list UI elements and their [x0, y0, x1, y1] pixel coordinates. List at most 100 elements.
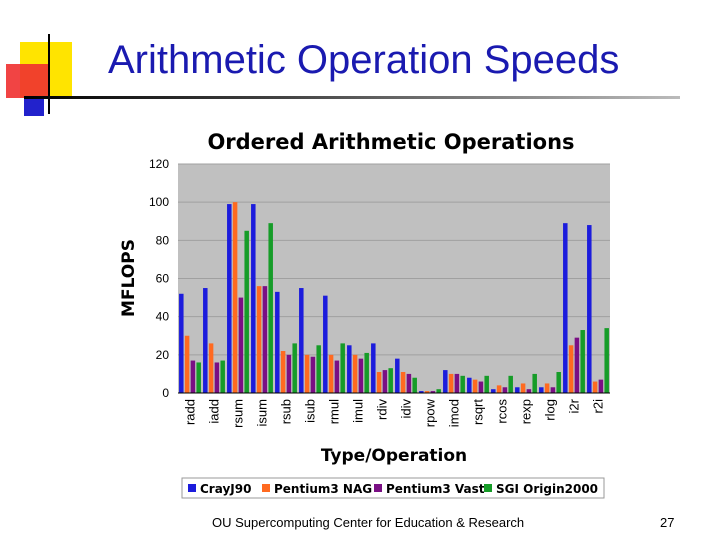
bar-rpow-1 — [424, 391, 430, 393]
bar-r2i-0 — [587, 225, 592, 393]
bar-idiv-1 — [400, 372, 406, 393]
footer-text: OU Supercomputing Center for Education &… — [212, 515, 525, 530]
bar-isum-1 — [256, 286, 262, 393]
bar-rpow-2 — [430, 391, 436, 393]
y-tick-label: 20 — [156, 348, 170, 362]
bar-rmul-2 — [334, 360, 340, 393]
bar-imod-0 — [443, 370, 448, 393]
page-number: 27 — [660, 515, 675, 530]
bar-iadd-1 — [208, 343, 214, 393]
x-tick-label: rexp — [519, 399, 534, 424]
x-tick-label: isub — [303, 399, 318, 423]
bar-rsub-2 — [286, 354, 292, 393]
bar-rmul-3 — [340, 343, 345, 393]
deco-red-square — [6, 64, 50, 98]
legend-swatch — [374, 484, 382, 492]
x-tick-label: i2r — [567, 398, 582, 413]
bar-isub-2 — [310, 356, 316, 393]
bar-imul-0 — [347, 345, 352, 393]
x-tick-label: rsqrt — [471, 399, 486, 425]
x-tick-label: imod — [447, 399, 462, 427]
bar-r2i-3 — [604, 328, 609, 393]
bar-rlog-2 — [550, 387, 556, 393]
bar-rsqrt-2 — [478, 381, 484, 393]
legend-entry: CrayJ90 — [200, 482, 251, 496]
bar-rexp-3 — [532, 373, 537, 393]
deco-vertical-line — [48, 34, 50, 114]
x-axis-label: Type/Operation — [321, 446, 467, 466]
y-tick-label: 120 — [149, 157, 169, 171]
bar-radd-2 — [190, 360, 196, 393]
x-tick-label: isum — [255, 399, 270, 426]
bar-rpow-0 — [419, 391, 424, 393]
bar-isub-0 — [299, 288, 304, 393]
bar-isum-0 — [251, 204, 256, 393]
bar-idiv-0 — [395, 358, 400, 393]
x-tick-label: rsub — [279, 399, 294, 424]
bar-rsum-2 — [238, 297, 244, 393]
bar-rexp-1 — [520, 383, 526, 393]
bar-imul-1 — [352, 354, 358, 393]
bar-r2i-1 — [592, 381, 598, 393]
x-tick-label: iadd — [207, 399, 222, 424]
bar-rexp-2 — [526, 389, 532, 393]
bar-rpow-3 — [436, 389, 441, 393]
bar-rlog-3 — [556, 372, 561, 393]
bar-rlog-1 — [544, 383, 550, 393]
bar-i2r-0 — [563, 223, 568, 393]
bar-iadd-2 — [214, 362, 220, 393]
slide-title: Arithmetic Operation Speeds — [108, 38, 620, 82]
x-tick-label: imul — [351, 399, 366, 423]
y-tick-label: 100 — [149, 195, 169, 209]
y-tick-label: 0 — [162, 386, 169, 400]
legend-box — [181, 477, 605, 499]
bar-iadd-0 — [203, 288, 208, 393]
bar-rmul-1 — [328, 354, 334, 393]
bar-rdiv-1 — [376, 372, 382, 393]
y-tick-label: 60 — [156, 272, 170, 286]
bar-rcos-0 — [491, 389, 496, 393]
bar-radd-0 — [179, 293, 184, 393]
bar-iadd-3 — [220, 360, 225, 393]
bar-rexp-0 — [515, 387, 520, 393]
bar-rdiv-3 — [388, 368, 393, 393]
bar-rsqrt-0 — [467, 377, 472, 393]
bar-isum-3 — [268, 223, 273, 393]
bars — [179, 202, 609, 393]
bar-rsub-3 — [292, 343, 297, 393]
x-tick-label: rpow — [423, 398, 438, 427]
bar-rdiv-0 — [371, 343, 376, 393]
bar-imod-3 — [460, 375, 465, 393]
chart-title: Ordered Arithmetic Operations — [207, 130, 574, 154]
deco-blue-square — [24, 98, 44, 116]
bar-i2r-3 — [580, 330, 585, 393]
bar-i2r-2 — [574, 337, 580, 393]
bar-imod-2 — [454, 373, 460, 393]
legend-entry: Pentium3 NAG — [274, 482, 372, 496]
x-tick-label: r2i — [591, 399, 606, 414]
title-underline — [24, 96, 680, 99]
x-tick-label: rcos — [495, 399, 510, 424]
bar-isub-1 — [304, 354, 310, 393]
bar-rmul-0 — [323, 295, 328, 393]
x-tick-label: rmul — [327, 399, 342, 424]
bar-imod-1 — [448, 373, 454, 393]
y-tick-label: 80 — [156, 233, 170, 247]
bar-rcos-3 — [508, 375, 513, 393]
x-tick-label: rsum — [231, 399, 246, 428]
bar-imul-3 — [364, 352, 369, 393]
bar-rsum-0 — [227, 204, 232, 393]
bar-isum-2 — [262, 286, 268, 393]
bar-rsub-1 — [280, 351, 286, 393]
bar-rdiv-2 — [382, 370, 388, 393]
bar-idiv-3 — [412, 377, 417, 393]
bar-imul-2 — [358, 358, 364, 393]
bar-rsqrt-3 — [484, 375, 489, 393]
bar-r2i-2 — [598, 379, 604, 393]
legend-entry: SGI Origin2000 — [496, 482, 598, 496]
bar-rsum-3 — [244, 230, 249, 393]
x-tick-label: rlog — [543, 399, 558, 421]
bar-isub-3 — [316, 345, 321, 393]
